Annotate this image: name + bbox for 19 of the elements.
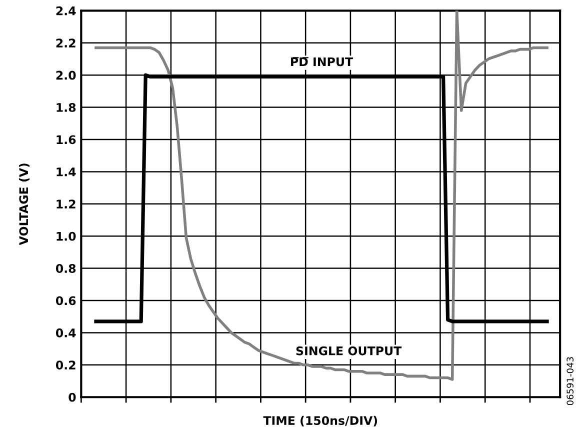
y-axis-title: VOLTAGE (V) <box>18 164 30 246</box>
y-tick-label: 2.2 <box>56 38 76 48</box>
y-tick-label: 2.4 <box>56 6 76 16</box>
y-tick-label: 1.8 <box>56 103 76 112</box>
series-label: SINGLE OUTPUT <box>296 346 402 356</box>
series-label: P̅D̅ INPUT <box>291 57 354 66</box>
y-tick-label: 1.4 <box>56 168 76 176</box>
y-tick-label: 1.0 <box>56 232 76 241</box>
y-tick-label: 0.2 <box>56 360 76 370</box>
y-tick-label: 0.4 <box>56 328 76 338</box>
x-axis-title: TIME (150ns/DIV) <box>263 416 378 426</box>
y-tick-label: 0.8 <box>56 264 76 273</box>
y-tick-label: 1.6 <box>56 135 76 144</box>
y-tick-label: 2.0 <box>56 70 76 80</box>
y-tick-label: 0.6 <box>56 296 76 306</box>
y-tick-label: 0 <box>68 392 76 402</box>
text: 06591-043 <box>566 357 574 406</box>
line-series <box>94 10 548 381</box>
y-tick-label: 1.2 <box>56 200 76 208</box>
